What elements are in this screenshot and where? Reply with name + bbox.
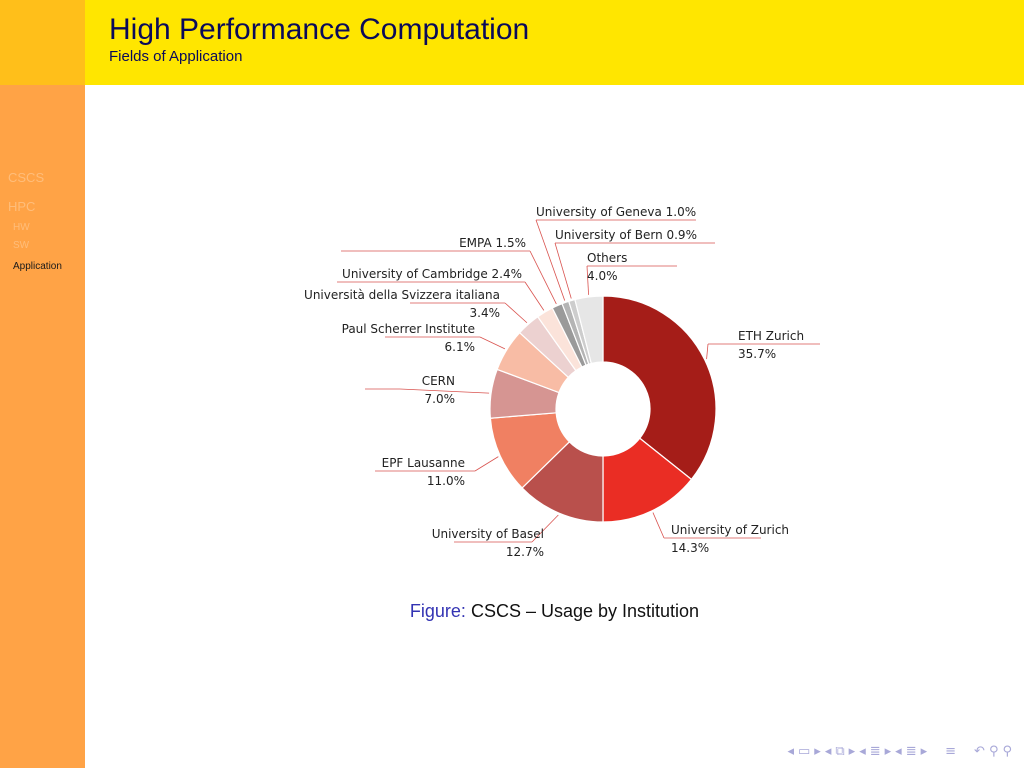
- chart-labels: ETH Zurich 35.7% University of Zurich 14.3%…: [304, 205, 804, 559]
- nav-left-arrow-icon[interactable]: ◂: [824, 743, 832, 759]
- label-empa: EMPA 1.5%: [459, 236, 526, 250]
- sidebar-item-application[interactable]: Application: [13, 261, 62, 272]
- beamer-navigation-bar: ◂ ▭ ▸ ◂ ⧉ ▸ ◂ ≣ ▸ ◂ ≣ ▸ ≡ ↶ ⚲ ⚲: [787, 742, 1012, 760]
- label-university-of-geneva: University of Geneva 1.0%: [536, 205, 696, 219]
- donut-chart: ETH Zurich 35.7% University of Zurich 14.3%…: [304, 205, 820, 559]
- sidebar: CSCS HPC HW SW Application: [0, 0, 85, 768]
- sidebar-item-hw[interactable]: HW: [13, 222, 30, 233]
- nav-doc-icon[interactable]: ≣: [905, 743, 917, 759]
- nav-search-icon[interactable]: ⚲: [1002, 743, 1012, 759]
- label-university-of-zurich: University of Zurich 14.3%: [671, 523, 789, 555]
- leader-eth-zurich: [706, 343, 709, 360]
- leader-cern: [399, 388, 490, 394]
- chart-slices: [489, 295, 717, 523]
- leader-university-of-zurich: [652, 512, 665, 539]
- nav-align-icon[interactable]: ≡: [945, 743, 957, 759]
- label-epf-lausanne: EPF Lausanne 11.0%: [382, 456, 465, 488]
- nav-right-arrow-icon[interactable]: ▸: [920, 743, 928, 759]
- leader-university-of-bern: [554, 242, 572, 299]
- nav-section-icon[interactable]: ≣: [869, 743, 881, 759]
- leader-paul-scherrer-institute: [479, 336, 506, 350]
- caption-prefix: Figure:: [409, 601, 466, 621]
- page-subtitle: Fields of Application: [109, 48, 243, 65]
- leader-university-of-cambridge: [524, 281, 545, 311]
- slice-eth-zurich: [602, 295, 717, 481]
- leader-empa: [529, 250, 557, 305]
- leader-epf-lausanne: [474, 456, 499, 472]
- caption-text: CSCS – Usage by Institution: [470, 601, 700, 621]
- slice-others: [574, 295, 604, 365]
- leader-others: [586, 265, 589, 295]
- nav-undo-icon[interactable]: ↶: [974, 743, 985, 759]
- page-title: High Performance Computation: [109, 13, 530, 46]
- nav-search-icon[interactable]: ⚲: [988, 743, 999, 759]
- label-cern: CERN 7.0%: [422, 374, 455, 406]
- label-eth-zurich: ETH Zurich 35.7%: [738, 329, 804, 361]
- leader-university-of-geneva: [535, 219, 566, 301]
- label-university-of-cambridge: University of Cambridge 2.4%: [342, 267, 522, 281]
- label-university-of-basel: University of Basel 12.7%: [432, 527, 544, 559]
- leader-university-of-basel: [531, 514, 559, 543]
- chart-leader-lines: [337, 219, 820, 543]
- label-university-of-bern: University of Bern 0.9%: [555, 228, 697, 242]
- nav-left-arrow-icon[interactable]: ◂: [787, 743, 794, 759]
- nav-left-arrow-icon[interactable]: ◂: [895, 743, 902, 759]
- nav-subsection-icon[interactable]: ⧉: [835, 743, 845, 759]
- nav-frame-icon[interactable]: ▭: [798, 743, 811, 759]
- sidebar-item-hpc[interactable]: HPC: [8, 199, 36, 214]
- label-universita-della-svizzera-italiana: Università della Svizzera italiana 3.4%: [304, 288, 500, 320]
- nav-right-arrow-icon[interactable]: ▸: [884, 743, 892, 759]
- header-bar: High Performance Computation Fields of A…: [85, 0, 1024, 85]
- label-others: Others 4.0%: [587, 251, 627, 283]
- figure-caption: Figure: CSCS – Usage by Institution: [0, 601, 1024, 622]
- sidebar-item-sw[interactable]: SW: [13, 240, 30, 251]
- sidebar-corner: [0, 0, 85, 85]
- nav-left-arrow-icon[interactable]: ◂: [859, 743, 866, 759]
- label-paul-scherrer-institute: Paul Scherrer Institute 6.1%: [342, 322, 475, 354]
- leader-universita-della-svizzera-italiana: [504, 302, 528, 324]
- sidebar-item-cscs[interactable]: CSCS: [8, 170, 45, 185]
- nav-right-arrow-icon[interactable]: ▸: [848, 743, 856, 759]
- nav-right-arrow-icon[interactable]: ▸: [814, 743, 821, 759]
